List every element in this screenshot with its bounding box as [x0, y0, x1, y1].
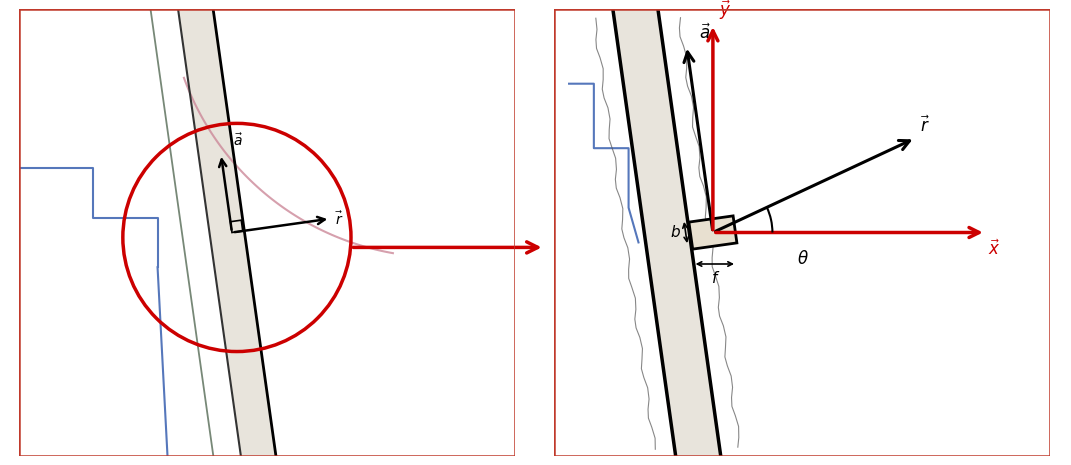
- Polygon shape: [168, 0, 286, 465]
- Text: θ: θ: [797, 250, 808, 268]
- Text: b: b: [670, 225, 680, 240]
- Text: f: f: [712, 272, 718, 286]
- Text: $\vec{y}$: $\vec{y}$: [719, 0, 731, 22]
- Text: $\vec{r}$: $\vec{r}$: [920, 115, 931, 136]
- Text: $\vec{a}$: $\vec{a}$: [233, 133, 243, 149]
- Text: $\vec{r}$: $\vec{r}$: [335, 210, 344, 227]
- Text: $\vec{a}$: $\vec{a}$: [699, 24, 711, 43]
- Polygon shape: [600, 0, 727, 465]
- Polygon shape: [689, 216, 737, 249]
- Text: $\vec{x}$: $\vec{x}$: [989, 240, 1000, 259]
